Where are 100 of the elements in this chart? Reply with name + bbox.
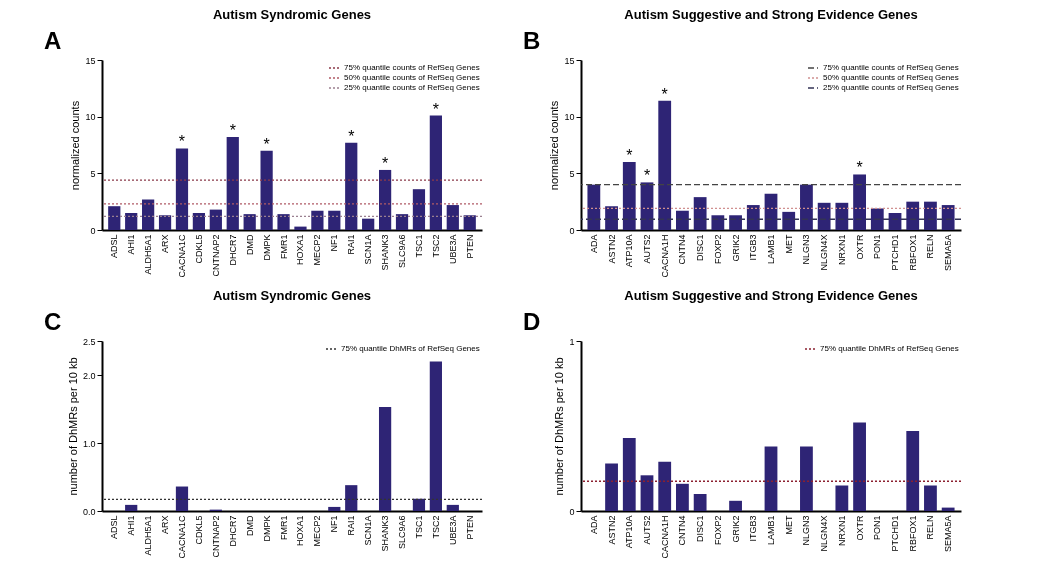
y-tick-label: 15 [564,55,575,66]
x-tick-label: OXTR [854,515,865,541]
bar [835,485,849,511]
bar [640,475,654,511]
bar [125,213,138,230]
bar [209,209,222,230]
x-tick-label: CNTN4 [677,234,688,265]
bar [412,498,426,511]
x-tick-label: HOXA1 [295,515,306,547]
bar [729,215,742,230]
x-tick-label: DMD [244,234,255,255]
x-tick-label: DMD [244,515,255,536]
chart-title: Autism Suggestive and Strong Evidence Genes [624,288,918,303]
x-tick-label: LAMB1 [766,515,776,546]
x-tick-label: DISC1 [695,234,706,262]
bar [446,205,459,230]
x-tick-label: ASTN2 [606,515,617,545]
chart-title: Autism Syndromic Genes [212,288,372,303]
x-tick-label: MET [783,515,794,535]
x-tick-label: RBFOX1 [907,515,918,552]
x-tick-label: DISC1 [695,515,706,543]
x-tick-label: TSC2 [430,515,441,539]
bar [412,189,426,230]
x-tick-label: SLC9A6 [397,234,408,269]
annotation: * [381,154,389,172]
bar [175,148,189,230]
bar [658,461,672,511]
x-tick-label: RBFOX1 [907,234,918,271]
x-tick-label: SHANK3 [380,515,391,552]
bar [888,213,902,230]
bar [378,406,392,511]
x-tick-label: GRIK2 [730,515,741,543]
x-tick-label: PTCHD1 [890,515,901,552]
annotation: * [626,147,633,164]
bar [463,215,476,230]
legend-label: 25% quantile counts of RefSeq Genes [344,83,480,92]
x-tick-label: ITGB3 [748,234,759,261]
x-tick-label: AUTS2 [641,234,652,264]
x-tick-label: ATP10A [624,515,635,549]
bar [243,214,256,230]
x-tick-label: MECP2 [312,234,323,266]
x-tick-label: DHCR7 [227,234,238,266]
bar [362,218,375,230]
bar [142,199,155,230]
y-axis-title: number of DhMRs per 10 kb [66,357,79,496]
x-tick-label: CDKL5 [193,515,204,545]
x-tick-label: ASTN2 [606,234,617,264]
x-tick-label: PTCHD1 [890,234,901,271]
x-tick-label: TSC1 [413,515,424,539]
x-tick-label: DMPK [261,234,272,261]
x-tick-label: CACNA1H [659,234,670,278]
y-tick-label: 15 [85,55,96,66]
x-tick-label: ARX [160,515,171,535]
bar [378,169,392,230]
x-tick-label: UBE3A [447,515,458,546]
bar [108,206,121,230]
bar [345,485,358,511]
x-tick-label: ADSL [109,515,120,540]
x-tick-label: SCN1A [363,515,374,546]
bar [587,184,601,230]
bar [345,142,358,230]
bar [446,504,459,511]
bar [429,361,442,511]
chart-title: Autism Suggestive and Strong Evidence Genes [624,7,918,22]
y-tick-label: 0 [569,225,575,236]
bar [605,206,618,230]
y-tick-label: 1.0 [82,438,96,449]
x-tick-label: HOXA1 [295,234,306,266]
bar [294,226,307,230]
x-tick-label: ITGB3 [748,515,759,542]
x-tick-label: AUTS2 [641,515,652,545]
bar [941,205,955,230]
x-tick-label: RAI1 [346,234,357,255]
x-tick-label: CNTN4 [677,515,688,546]
y-tick-label: 0 [90,225,96,236]
y-tick-label: 10 [85,112,96,123]
x-tick-label: ATP10A [624,234,635,268]
x-tick-label: CNTNAP2 [210,515,221,558]
x-tick-label: ARX [160,234,171,254]
bar [622,437,636,511]
x-tick-label: NLGN3 [801,234,812,265]
x-tick-label: FMR1 [278,234,289,259]
y-tick-label: 2.0 [82,370,96,381]
bar [226,137,239,230]
x-tick-label: UBE3A [447,234,458,265]
y-axis-title: normalized counts [548,100,561,191]
x-tick-label: SEMA5A [943,234,954,272]
x-tick-label: ADA [588,515,599,535]
y-tick-label: 1 [569,336,575,347]
x-tick-label: MECP2 [312,515,323,547]
x-tick-label: SHANK3 [380,234,391,271]
annotation: * [229,122,236,140]
bar [729,500,742,511]
annotation: * [661,85,668,103]
bar [693,494,707,511]
x-tick-label: PTEN [464,515,475,540]
legend-label: 75% quantile DhMRs of RefSeq Genes [341,344,480,353]
x-tick-label: ADA [588,234,599,254]
bar [800,446,813,511]
bar [158,215,172,230]
